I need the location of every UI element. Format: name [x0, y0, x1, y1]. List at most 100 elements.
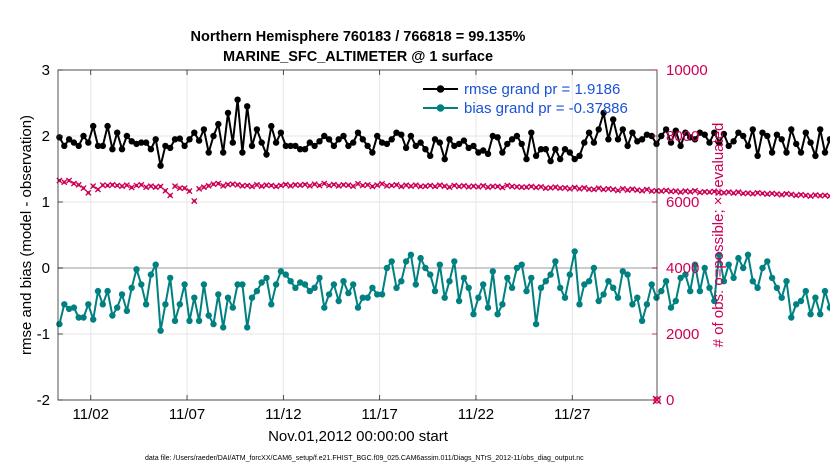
obs-count-marker: [196, 185, 203, 192]
rmse-point: [268, 122, 275, 130]
obs-count-marker-dot: [418, 184, 423, 189]
rmse-point: [504, 140, 511, 148]
obs-count-marker: [215, 180, 222, 187]
obs-count-marker: [504, 182, 511, 189]
obs-count-marker-dot: [149, 184, 153, 188]
obs-count-marker-dot: [520, 185, 524, 189]
bias-point: [455, 297, 463, 305]
obs-count-marker-dot: [606, 187, 610, 191]
obs-count-marker: [716, 189, 723, 196]
rmse-point: [417, 139, 424, 146]
obs-count-marker: [354, 180, 362, 187]
rmse-point: [301, 146, 309, 153]
obs-count-marker-dot: [784, 192, 789, 196]
bias-point: [258, 279, 265, 286]
obs-count-marker-dot: [736, 190, 740, 194]
obs-count-marker-dot: [650, 189, 654, 193]
obs-count-marker-dot: [231, 182, 235, 186]
rmse-point: [248, 142, 256, 150]
rmse-point: [340, 132, 347, 140]
bias-point: [436, 261, 443, 268]
obs-count-marker: [614, 187, 622, 194]
obs-count-marker-dot: [433, 184, 437, 189]
bias-point: [402, 258, 410, 265]
rmse-point: [749, 126, 756, 133]
y2-tick-label: 0: [666, 392, 674, 409]
bias-point: [677, 274, 684, 282]
rmse-point: [220, 149, 227, 156]
rmse-point: [585, 129, 593, 136]
obs-count-marker-dot: [548, 186, 553, 190]
obs-count-marker-dot: [438, 183, 442, 187]
obs-count-marker: [706, 189, 713, 196]
obs-count-marker-dot: [308, 184, 312, 188]
bias-point: [826, 304, 830, 311]
obs-count-marker: [619, 185, 626, 192]
obs-count-marker-dot: [57, 178, 62, 183]
obs-count-marker-dot: [77, 183, 81, 187]
obs-count-marker-dot: [601, 187, 606, 192]
obs-count-marker: [566, 185, 573, 192]
rmse-point: [720, 130, 728, 138]
bias-point: [638, 317, 646, 324]
rmse-point: [499, 149, 506, 156]
rmse-point: [619, 126, 626, 133]
rmse-point: [451, 142, 458, 150]
obs-count-marker: [224, 181, 232, 188]
obs-count-marker: [648, 188, 655, 195]
rmse-point: [133, 140, 140, 148]
obs-count-marker-dot: [154, 185, 158, 189]
chart-title-line2: MARINE_SFC_ALTIMETER @ 1 surface: [223, 49, 493, 65]
rmse-point: [484, 150, 492, 157]
bias-point: [537, 284, 545, 291]
rmse-point: [793, 140, 800, 148]
rmse-point: [605, 136, 612, 143]
rmse-point: [80, 132, 87, 140]
y2-tick-label: 6000: [666, 194, 699, 211]
bias-point: [301, 281, 309, 288]
bias-point: [398, 278, 405, 285]
obs-count-marker: [484, 184, 492, 191]
rmse-point: [272, 139, 280, 146]
footnote: data file: /Users/raeder/DAI/ATM_forcXX/…: [145, 455, 584, 462]
obs-count-marker: [817, 192, 824, 199]
bias-point: [740, 264, 747, 272]
obs-count-marker: [191, 197, 198, 205]
rmse-point: [118, 146, 126, 153]
bias-point: [229, 304, 236, 311]
x-tick-label: 11/12: [265, 406, 301, 423]
rmse-point: [677, 142, 684, 150]
rmse-point: [475, 149, 482, 156]
obs-count-marker: [220, 182, 227, 189]
obs-count-marker-dot: [645, 187, 649, 192]
rmse-point: [292, 142, 299, 150]
bias-point: [735, 254, 742, 262]
bias-point: [528, 274, 535, 282]
rmse-point: [142, 139, 150, 146]
rmse-point: [215, 120, 222, 128]
rmse-point: [566, 149, 573, 156]
bias-point: [571, 248, 578, 255]
bias-point: [364, 294, 371, 301]
obs-count-marker: [123, 182, 130, 189]
rmse-point: [744, 142, 752, 150]
bias-point: [590, 264, 598, 272]
obs-count-marker: [802, 192, 809, 199]
y-axis-ticks: -2 -1 0 1 2 3: [37, 62, 63, 409]
rmse-point: [624, 142, 631, 150]
bias-point: [547, 271, 554, 278]
rmse-point: [730, 138, 737, 145]
obs-count-marker-dot: [731, 191, 736, 195]
obs-count-marker: [340, 181, 347, 188]
rmse-point: [523, 155, 530, 163]
bias-point: [61, 301, 68, 308]
obs-count-marker-dot: [178, 186, 182, 190]
bias-point: [282, 271, 289, 278]
obs-count-marker: [61, 179, 68, 186]
obs-count-marker-dot: [804, 193, 808, 197]
obs-count-marker: [393, 181, 400, 188]
bias-point: [802, 287, 809, 295]
bias-point: [205, 312, 212, 319]
bias-point: [128, 284, 135, 291]
obs-count-marker-dot: [558, 186, 562, 190]
